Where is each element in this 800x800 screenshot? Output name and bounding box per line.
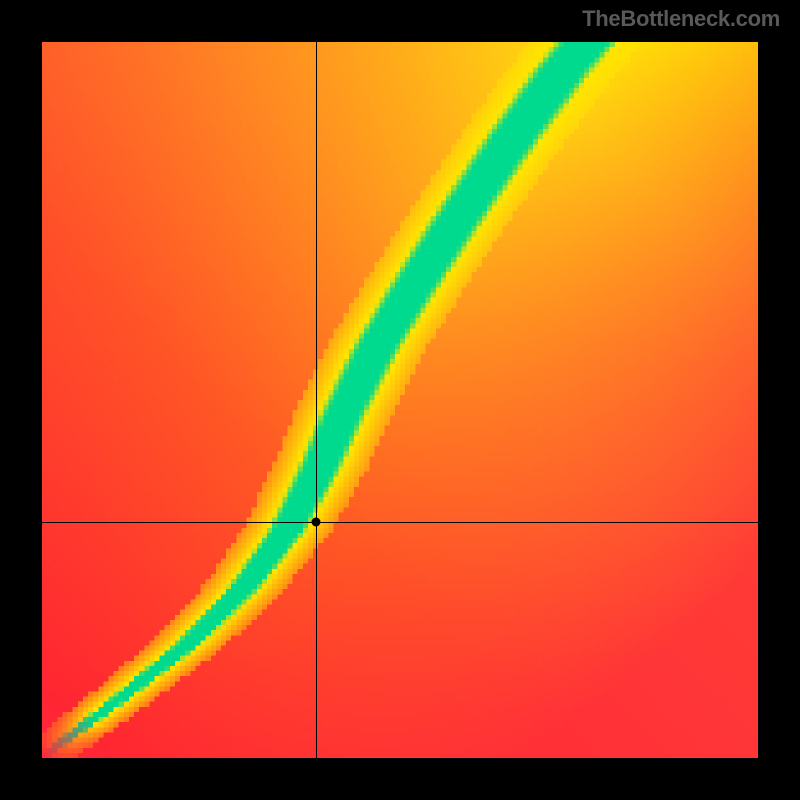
watermark-text: TheBottleneck.com (582, 6, 780, 32)
heatmap-canvas (42, 42, 758, 758)
plot-area (42, 42, 758, 758)
crosshair-horizontal (42, 522, 758, 523)
crosshair-marker (311, 517, 320, 526)
chart-container: TheBottleneck.com (0, 0, 800, 800)
crosshair-vertical (316, 42, 317, 758)
